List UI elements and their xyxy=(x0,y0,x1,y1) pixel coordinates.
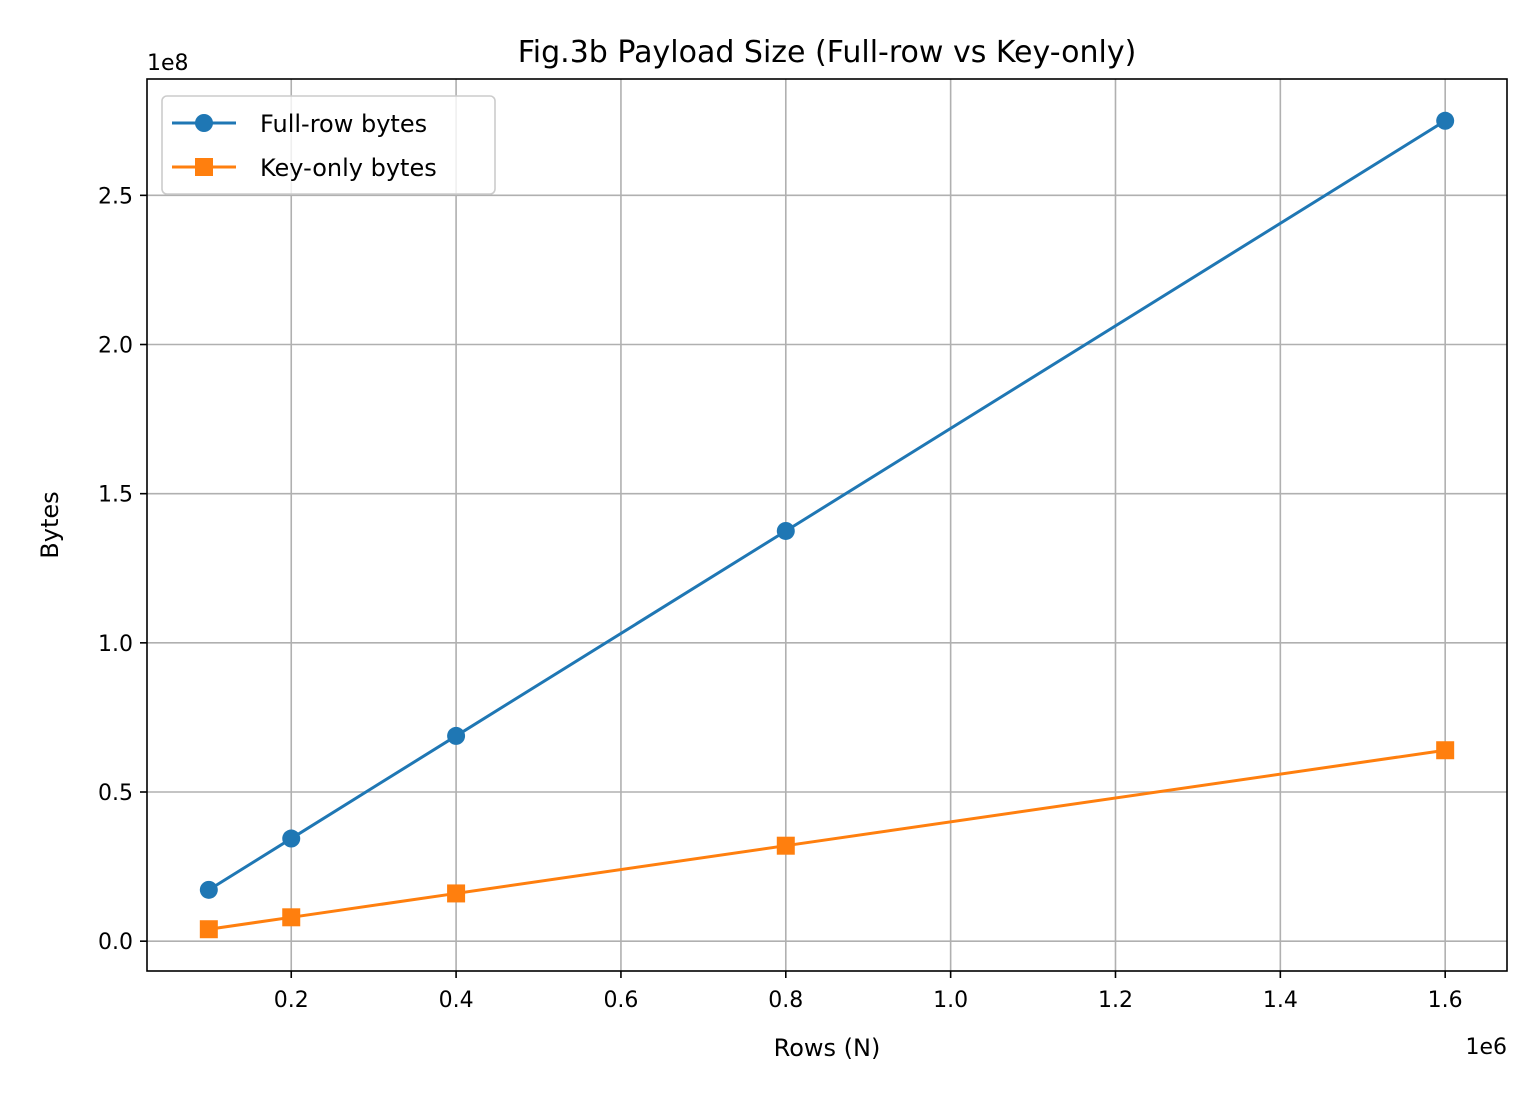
x-axis-label: Rows (N) xyxy=(774,1034,881,1062)
y-tick-label: 1.5 xyxy=(98,483,133,508)
y-offset-label: 1e8 xyxy=(147,51,189,76)
series-2-point xyxy=(447,884,466,903)
y-axis-label: Bytes xyxy=(36,491,64,558)
series-1-point xyxy=(282,829,301,848)
x-tick-label: 0.8 xyxy=(768,988,803,1013)
series-1-point xyxy=(1436,111,1455,130)
ticks: 0.2 0.4 0.6 0.8 1.0 1.2 1.4 1.6 0.0 0.5 1.0 1.5 2.0 2… xyxy=(98,184,1463,1013)
x-tick-label: 0.4 xyxy=(439,988,474,1013)
x-tick-label: 1.6 xyxy=(1428,988,1463,1013)
x-offset-label: 1e6 xyxy=(1465,1035,1507,1060)
series-1-point xyxy=(776,521,795,540)
x-tick-label: 1.0 xyxy=(933,988,968,1013)
legend-2-label: Key-only bytes xyxy=(260,154,437,182)
x-tick-label: 0.2 xyxy=(274,988,309,1013)
legend-2-swatch-marker xyxy=(195,158,213,176)
y-tick-label: 2.5 xyxy=(98,184,133,209)
series-2-point xyxy=(776,836,795,855)
x-tick-label: 1.2 xyxy=(1098,988,1133,1013)
legend-1-label: Full-row bytes xyxy=(260,110,427,138)
series-2-point xyxy=(199,920,218,939)
series-1-point xyxy=(447,726,466,745)
chart-title: Fig.3b Payload Size (Full-row vs Key-onl… xyxy=(518,35,1137,70)
legend-1-swatch-marker xyxy=(195,114,213,132)
series-2-point xyxy=(1436,741,1455,760)
legend-box xyxy=(161,95,496,195)
legend: Full-row bytes Key-only bytes xyxy=(161,95,496,195)
x-tick-label: 0.6 xyxy=(603,988,638,1013)
series-1-point xyxy=(199,880,218,899)
series-layer xyxy=(199,111,1455,939)
y-tick-label: 0.0 xyxy=(98,930,133,955)
plot-frame xyxy=(146,78,1508,972)
y-tick-label: 1.0 xyxy=(98,632,133,657)
grid xyxy=(147,79,1507,971)
x-tick-label: 1.4 xyxy=(1263,988,1298,1013)
y-tick-label: 0.5 xyxy=(98,781,133,806)
y-tick-label: 2.0 xyxy=(98,334,133,359)
series-2-point xyxy=(282,908,301,927)
